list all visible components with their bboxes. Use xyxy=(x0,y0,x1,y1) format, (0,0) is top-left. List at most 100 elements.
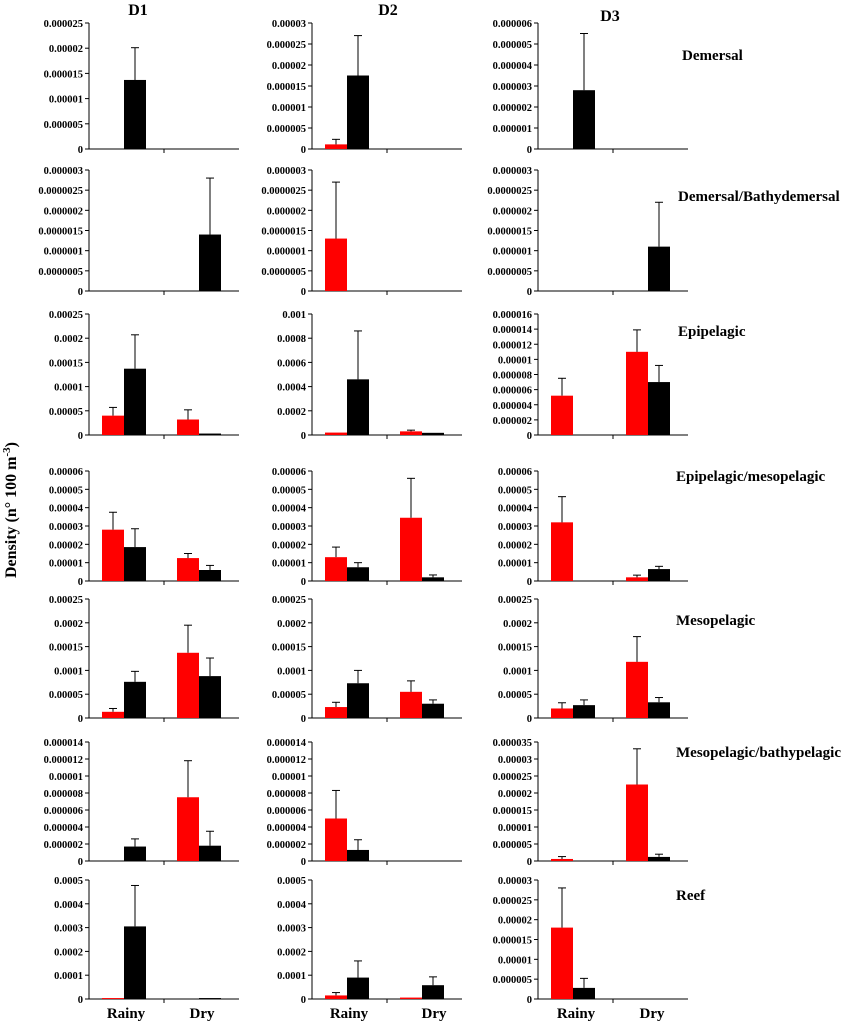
panel-reef-d1-ytick-label: 0.0004 xyxy=(54,900,84,911)
panel-mesopelagic-bathypelagic-d1-ytick-label: 0.000004 xyxy=(44,823,84,834)
panel-demersal-bathydemersal-d1-ytick-label: 0.0000005 xyxy=(38,267,83,278)
panel-demersal-d3: 0 0.000001 0.000002 0.000003 0.000004 0.00000… xyxy=(493,19,688,156)
panel-epipelagic-mesopelagic-d3-bar-rainy-red xyxy=(551,522,573,581)
panel-mesopelagic-bathypelagic-d3-bar-dry-black xyxy=(648,856,670,861)
panel-epipelagic-d2-bar-dry-red xyxy=(400,431,422,435)
panel-epipelagic-mesopelagic-d1-bar-rainy-red xyxy=(102,529,124,581)
x-category-rainy-d3: Rainy xyxy=(557,1006,596,1022)
panel-epipelagic-d1-bar-dry-red xyxy=(177,419,199,435)
panel-epipelagic-mesopelagic-d3-ytick-label: 0.00001 xyxy=(498,559,532,570)
panel-epipelagic-d1-ytick-label: 0.00005 xyxy=(49,407,83,418)
panel-epipelagic-d3-bar-rainy-red xyxy=(551,395,573,435)
panel-reef-d2-ytick-label: 0.0004 xyxy=(277,900,307,911)
panel-reef-d3-ytick-label: 0.000005 xyxy=(493,975,532,986)
panel-epipelagic-d1-bar-rainy-black xyxy=(124,368,146,435)
panel-demersal-bathydemersal-d3-ytick-label: 0.000003 xyxy=(493,166,532,177)
panel-reef-d3-ytick-label: 0.000015 xyxy=(493,936,532,947)
x-category-rainy-d2: Rainy xyxy=(330,1006,369,1022)
panel-epipelagic-mesopelagic-d3-bar-dry-red xyxy=(626,577,648,581)
panel-demersal-d3-ytick-label: 0.000002 xyxy=(493,103,532,114)
panel-mesopelagic-bathypelagic-d1-bar-dry-red xyxy=(177,797,199,861)
panel-demersal-d1-ytick-label: 0.000015 xyxy=(44,69,83,80)
panel-mesopelagic-bathypelagic-d2-ytick-label: 0.000004 xyxy=(267,823,307,834)
y-axis-label-main: Density (n° 100 m xyxy=(3,456,20,578)
panel-reef-d3-ytick-label: 0.00003 xyxy=(498,876,532,887)
panel-mesopelagic-bathypelagic-d1: 0 0.000002 0.000004 0.000006 0.000008 0.00001… xyxy=(44,738,239,868)
panel-epipelagic-d3-ytick-label: 0.000008 xyxy=(493,371,532,382)
panel-demersal-d3-ytick-label: 0.000005 xyxy=(493,40,532,51)
panel-demersal-d3-ytick-label: 0 xyxy=(527,145,532,156)
panel-reef-d2-ytick-label: 0.0001 xyxy=(277,971,306,982)
panel-reef-d1-ytick-label: 0 xyxy=(78,995,83,1006)
panel-epipelagic-mesopelagic-d1-ytick-label: 0.00002 xyxy=(49,540,83,551)
column-title-d2: D2 xyxy=(378,2,398,19)
panel-mesopelagic-bathypelagic-d1-ytick-label: 0.00001 xyxy=(49,772,83,783)
panel-epipelagic-mesopelagic-d3-ytick-label: 0.00004 xyxy=(498,504,533,515)
panel-demersal-d2-ytick-label: 0.000025 xyxy=(267,40,306,51)
panel-epipelagic-mesopelagic-d2-bar-dry-red xyxy=(400,517,422,581)
panel-reef-d2-bar-rainy-black xyxy=(347,977,369,999)
panel-epipelagic-mesopelagic-d2-ytick-label: 0.00005 xyxy=(272,485,306,496)
panel-demersal-bathydemersal-d3-ytick-label: 0.0000025 xyxy=(487,186,532,197)
panel-epipelagic-d3-ytick-label: 0.000014 xyxy=(493,325,533,336)
panel-mesopelagic-bathypelagic-d2-ytick-label: 0.000008 xyxy=(267,789,306,800)
panel-reef-d3-ytick-label: 0 xyxy=(527,995,532,1006)
panel-epipelagic-mesopelagic-d2-ytick-label: 0 xyxy=(301,577,306,588)
figure-titles: D1 D2 D3 Demersal Demersal/Bathydemersal… xyxy=(1,2,841,1022)
panel-epipelagic-d1-ytick-label: 0.0001 xyxy=(54,383,83,394)
panel-mesopelagic-bathypelagic-d2-bar-rainy-black xyxy=(347,849,369,861)
panel-reef-d3-bar-rainy-red xyxy=(551,927,573,999)
panel-epipelagic-mesopelagic-d3-ytick-label: 0.00005 xyxy=(498,485,532,496)
panel-mesopelagic-bathypelagic-d2-bar-rainy-red xyxy=(325,818,347,861)
panel-mesopelagic-d2-bar-dry-red xyxy=(400,691,422,718)
panel-reef-d2-ytick-label: 0.0003 xyxy=(277,924,306,935)
panel-mesopelagic-d2: 0 0.00005 0.0001 0.00015 0.0002 0.00025 xyxy=(272,595,462,725)
panel-demersal-bathydemersal-d3-ytick-label: 0.000002 xyxy=(493,206,532,217)
row-title-epipelagic: Epipelagic xyxy=(678,324,746,340)
panel-epipelagic-d1-bar-dry-black xyxy=(199,433,221,435)
panel-epipelagic-d2-ytick-label: 0.0006 xyxy=(277,358,306,369)
panel-demersal-bathydemersal-d2-bar-rainy-red xyxy=(325,238,347,291)
panel-mesopelagic-d2-bar-rainy-red xyxy=(325,707,347,718)
panel-mesopelagic-d3-ytick-label: 0.00005 xyxy=(498,690,532,701)
panel-epipelagic-d2-bar-rainy-red xyxy=(325,432,347,435)
panel-mesopelagic-d2-ytick-label: 0.00005 xyxy=(272,690,306,701)
panel-mesopelagic-bathypelagic-d1-ytick-label: 0.000006 xyxy=(44,806,83,817)
panel-mesopelagic-d3-bar-rainy-black xyxy=(573,705,595,718)
panel-mesopelagic-d3-ytick-label: 0.00025 xyxy=(498,595,532,606)
panel-epipelagic-d2-ytick-label: 0 xyxy=(301,431,306,442)
panel-mesopelagic-bathypelagic-d3-ytick-label: 0.00002 xyxy=(498,789,532,800)
panel-mesopelagic-d3-bar-rainy-red xyxy=(551,708,573,718)
panel-epipelagic-d3-ytick-label: 0.00001 xyxy=(498,355,532,366)
panel-epipelagic-d2-bar-dry-black xyxy=(422,432,444,435)
panel-mesopelagic-bathypelagic-d1-ytick-label: 0.000014 xyxy=(44,738,84,749)
panel-demersal-d2-ytick-label: 0.000015 xyxy=(267,82,306,93)
panel-reef-d1-ytick-label: 0.0001 xyxy=(54,971,83,982)
row-title-mesopelagic-bathypelagic: Mesopelagic/bathypelagic xyxy=(676,745,841,761)
panel-epipelagic-d3-ytick-label: 0.000002 xyxy=(493,416,532,427)
panel-demersal-bathydemersal-d3-ytick-label: 0.0000015 xyxy=(487,227,532,238)
panel-mesopelagic-d3-ytick-label: 0.0002 xyxy=(503,619,532,630)
panel-reef-d2-bar-dry-black xyxy=(422,985,444,999)
y-axis-label-close: ) xyxy=(3,442,20,447)
panel-epipelagic-d2-ytick-label: 0.0004 xyxy=(277,383,307,394)
panel-mesopelagic-d1-bar-dry-red xyxy=(177,652,199,718)
panel-mesopelagic-bathypelagic-d1-ytick-label: 0.000012 xyxy=(44,755,83,766)
panel-reef-d3-bar-rainy-black xyxy=(573,987,595,999)
panel-mesopelagic-d1-bar-rainy-red xyxy=(102,711,124,718)
panel-epipelagic-d1-bar-rainy-red xyxy=(102,415,124,435)
panel-mesopelagic-bathypelagic-d3-ytick-label: 0 xyxy=(527,857,532,868)
panel-demersal-d2: 0 0.000005 0.00001 0.000015 0.00002 0.000025 0… xyxy=(267,19,462,156)
panel-mesopelagic-d2-ytick-label: 0 xyxy=(301,714,306,725)
panel-demersal-bathydemersal-d1-ytick-label: 0.000003 xyxy=(44,166,83,177)
x-category-dry-d3: Dry xyxy=(640,1006,665,1022)
panel-reef-d2-ytick-label: 0 xyxy=(301,995,306,1006)
panel-mesopelagic-d2-ytick-label: 0.0002 xyxy=(277,619,306,630)
panel-mesopelagic-d1-bar-dry-black xyxy=(199,676,221,718)
panel-reef-d3-ytick-label: 0.00001 xyxy=(498,955,532,966)
panel-demersal-d3-ytick-label: 0.000003 xyxy=(493,82,532,93)
panel-mesopelagic-bathypelagic-d2-ytick-label: 0.000012 xyxy=(267,755,306,766)
panel-reef-d2: 0 0.0001 0.0002 0.0003 0.0004 0.0005 xyxy=(277,876,462,1006)
panel-epipelagic-mesopelagic-d3: 0 0.00001 0.00002 0.00003 0.00004 0.00005 0.00… xyxy=(498,467,688,588)
x-category-dry-d2: Dry xyxy=(422,1006,447,1022)
